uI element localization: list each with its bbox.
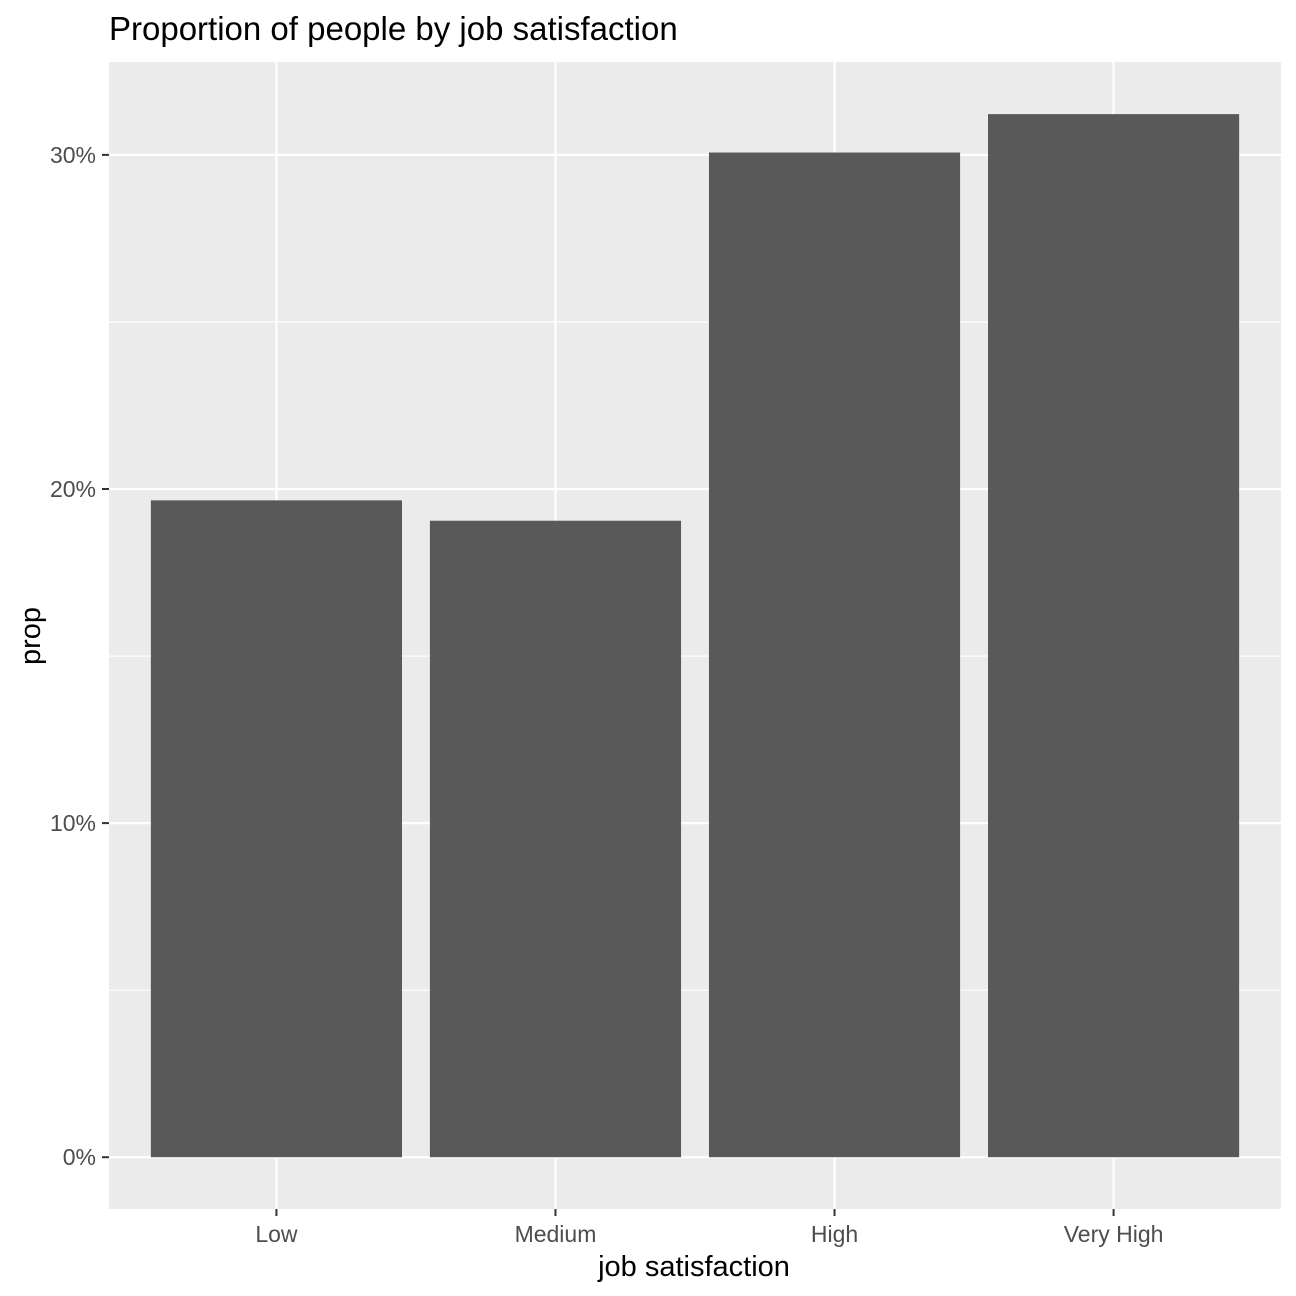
bar-low [150,500,402,1158]
y-axis-title: prop [15,607,47,665]
bar-high [708,152,961,1158]
y-tick-label: 20% [50,476,96,502]
chart-title: Proportion of people by job satisfaction [109,10,678,47]
x-tick-label: Very High [1064,1221,1164,1247]
x-tick-label: High [811,1221,858,1247]
y-tick-label: 0% [63,1144,96,1170]
y-tick-label: 10% [50,810,96,836]
y-tick-label: 30% [50,142,96,168]
bars-group [150,114,1240,1158]
bar-medium [429,520,682,1158]
x-tick-label: Low [255,1221,298,1247]
bar-very-high [988,114,1240,1158]
x-axis-title: job satisfaction [597,1251,790,1283]
axes-group: 0% 10% 20% 30% Low Medium High Very High [50,142,1163,1247]
x-tick-label: Medium [515,1221,597,1247]
